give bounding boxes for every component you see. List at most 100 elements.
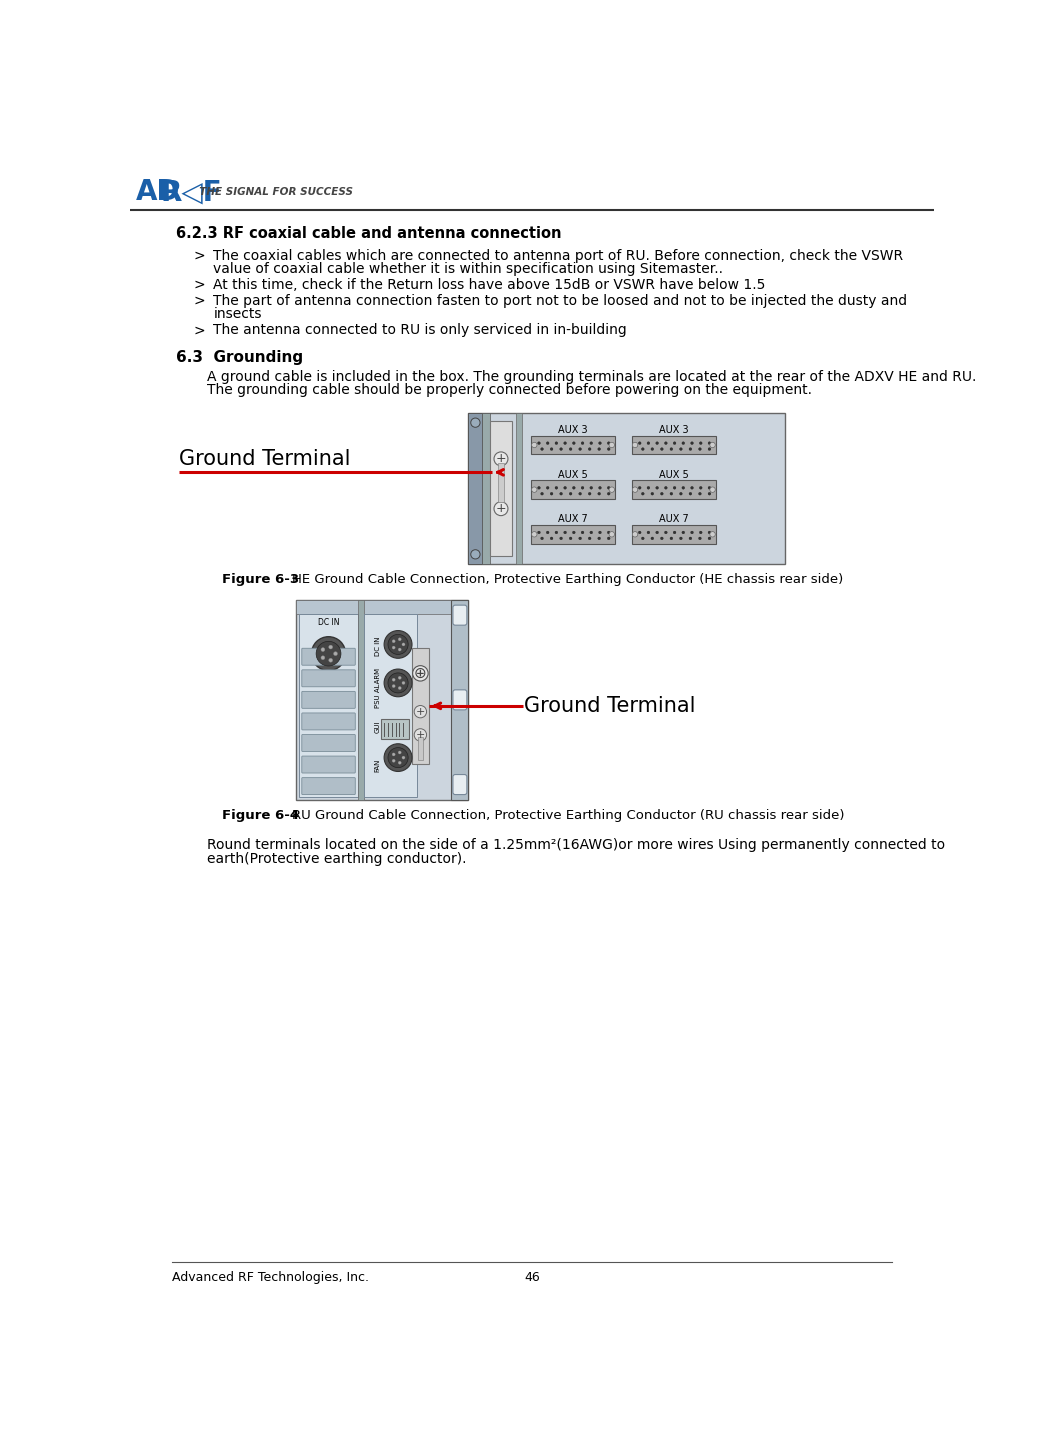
Circle shape <box>700 486 702 489</box>
Circle shape <box>579 492 581 495</box>
Circle shape <box>399 687 402 690</box>
Circle shape <box>384 744 412 772</box>
FancyBboxPatch shape <box>302 692 355 708</box>
Circle shape <box>682 441 685 444</box>
Text: DC IN: DC IN <box>318 619 339 628</box>
Text: Round terminals located on the side of a 1.25mm²(16AWG)or more wires Using perma: Round terminals located on the side of a… <box>208 839 946 852</box>
Circle shape <box>647 486 650 489</box>
Text: earth(Protective earthing conductor).: earth(Protective earthing conductor). <box>208 852 467 866</box>
Circle shape <box>579 447 581 450</box>
Circle shape <box>572 441 575 444</box>
Text: The part of antenna connection fasten to port not to be loosed and not to be inj: The part of antenna connection fasten to… <box>214 294 907 309</box>
Circle shape <box>647 531 650 534</box>
Circle shape <box>708 441 711 444</box>
Circle shape <box>700 531 702 534</box>
Circle shape <box>674 531 676 534</box>
FancyBboxPatch shape <box>302 713 355 729</box>
Circle shape <box>700 441 702 444</box>
Circle shape <box>494 451 508 466</box>
Text: >: > <box>193 278 204 291</box>
Circle shape <box>321 655 325 660</box>
Circle shape <box>538 441 541 444</box>
Circle shape <box>579 537 581 540</box>
Circle shape <box>392 684 395 687</box>
Circle shape <box>708 486 711 489</box>
Circle shape <box>589 492 591 495</box>
Circle shape <box>647 441 650 444</box>
FancyBboxPatch shape <box>453 775 467 795</box>
Text: >: > <box>193 323 204 338</box>
Text: AUX 3: AUX 3 <box>659 425 688 435</box>
Circle shape <box>564 531 567 534</box>
Text: Advanced RF Technologies, Inc.: Advanced RF Technologies, Inc. <box>172 1271 370 1284</box>
Circle shape <box>590 486 593 489</box>
FancyBboxPatch shape <box>302 670 355 687</box>
Text: HE Ground Cable Connection, Protective Earthing Conductor (HE chassis rear side): HE Ground Cable Connection, Protective E… <box>275 572 843 585</box>
Circle shape <box>541 492 544 495</box>
Bar <box>297 600 468 799</box>
Circle shape <box>414 706 427 718</box>
Circle shape <box>559 447 563 450</box>
Text: insects: insects <box>214 307 262 322</box>
Circle shape <box>392 639 395 642</box>
Text: A ground cable is included in the box. The grounding terminals are located at th: A ground cable is included in the box. T… <box>208 370 977 384</box>
Bar <box>632 526 715 543</box>
Circle shape <box>598 492 601 495</box>
Circle shape <box>471 550 480 559</box>
Circle shape <box>581 441 584 444</box>
Circle shape <box>402 681 405 684</box>
Circle shape <box>660 492 663 495</box>
Text: +: + <box>496 453 507 466</box>
Circle shape <box>550 447 553 450</box>
Circle shape <box>392 753 395 756</box>
Circle shape <box>699 537 702 540</box>
Circle shape <box>317 641 340 665</box>
Text: +: + <box>496 502 507 515</box>
Circle shape <box>384 630 412 658</box>
FancyBboxPatch shape <box>302 648 355 665</box>
Circle shape <box>641 492 645 495</box>
Circle shape <box>674 441 676 444</box>
Circle shape <box>546 486 549 489</box>
Text: >: > <box>193 294 204 309</box>
Circle shape <box>689 537 691 540</box>
Text: The coaxial cables which are connected to antenna port of RU. Before connection,: The coaxial cables which are connected t… <box>214 249 903 262</box>
FancyBboxPatch shape <box>453 690 467 711</box>
Bar <box>498 463 504 502</box>
Circle shape <box>581 486 584 489</box>
Circle shape <box>670 492 673 495</box>
Circle shape <box>656 531 658 534</box>
Circle shape <box>546 441 549 444</box>
Circle shape <box>674 486 676 489</box>
Circle shape <box>656 486 658 489</box>
Circle shape <box>413 665 428 681</box>
Circle shape <box>388 635 408 654</box>
Text: DC IN: DC IN <box>375 636 381 655</box>
Circle shape <box>569 537 572 540</box>
Circle shape <box>589 447 591 450</box>
Circle shape <box>708 447 711 450</box>
Text: 6.2.3 RF coaxial cable and antenna connection: 6.2.3 RF coaxial cable and antenna conne… <box>176 226 562 240</box>
Circle shape <box>607 537 610 540</box>
Text: ⊕: ⊕ <box>414 665 427 681</box>
Circle shape <box>664 441 667 444</box>
Circle shape <box>708 531 711 534</box>
Text: R◁F: R◁F <box>161 179 222 207</box>
Circle shape <box>569 492 572 495</box>
Text: 46: 46 <box>524 1271 540 1284</box>
Circle shape <box>641 537 645 540</box>
Circle shape <box>607 531 610 534</box>
Circle shape <box>321 648 325 651</box>
FancyBboxPatch shape <box>302 734 355 751</box>
Circle shape <box>690 441 693 444</box>
Circle shape <box>708 537 711 540</box>
Circle shape <box>638 441 641 444</box>
Circle shape <box>670 537 673 540</box>
Circle shape <box>531 443 537 447</box>
Circle shape <box>392 759 395 763</box>
Circle shape <box>589 537 591 540</box>
Bar <box>531 435 614 454</box>
Text: The grounding cable should be properly connected before powering on the equipmen: The grounding cable should be properly c… <box>208 383 813 397</box>
Circle shape <box>388 747 408 767</box>
Circle shape <box>651 492 654 495</box>
